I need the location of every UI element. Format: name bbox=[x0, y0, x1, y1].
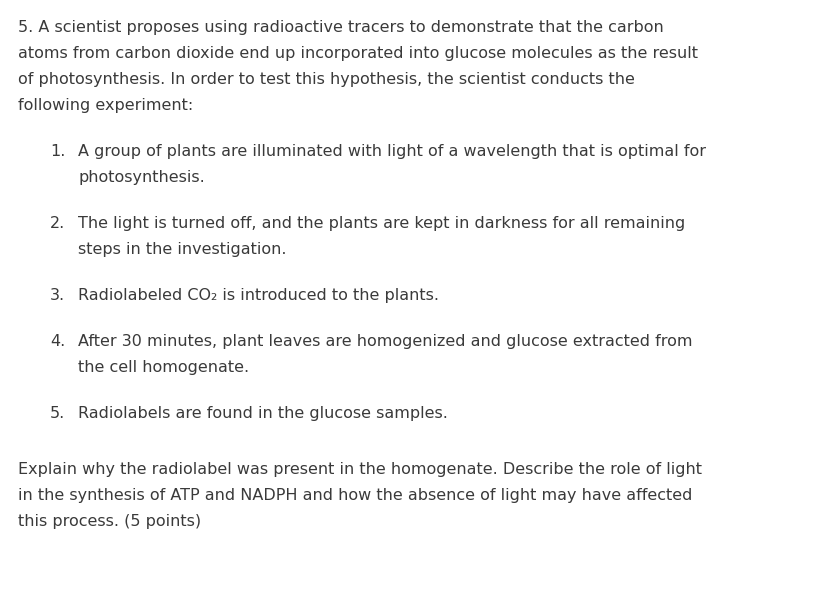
Text: A group of plants are illuminated with light of a wavelength that is optimal for: A group of plants are illuminated with l… bbox=[78, 144, 705, 159]
Text: Explain why the radiolabel was present in the homogenate. Describe the role of l: Explain why the radiolabel was present i… bbox=[18, 462, 701, 477]
Text: Radiolabeled CO₂ is introduced to the plants.: Radiolabeled CO₂ is introduced to the pl… bbox=[78, 288, 439, 303]
Text: of photosynthesis. In order to test this hypothesis, the scientist conducts the: of photosynthesis. In order to test this… bbox=[18, 72, 634, 87]
Text: 5. A scientist proposes using radioactive tracers to demonstrate that the carbon: 5. A scientist proposes using radioactiv… bbox=[18, 20, 663, 35]
Text: 4.: 4. bbox=[50, 334, 65, 349]
Text: following experiment:: following experiment: bbox=[18, 98, 193, 113]
Text: 1.: 1. bbox=[50, 144, 65, 159]
Text: After 30 minutes, plant leaves are homogenized and glucose extracted from: After 30 minutes, plant leaves are homog… bbox=[78, 334, 691, 349]
Text: steps in the investigation.: steps in the investigation. bbox=[78, 242, 286, 257]
Text: 5.: 5. bbox=[50, 406, 65, 421]
Text: The light is turned off, and the plants are kept in darkness for all remaining: The light is turned off, and the plants … bbox=[78, 216, 685, 231]
Text: atoms from carbon dioxide end up incorporated into glucose molecules as the resu: atoms from carbon dioxide end up incorpo… bbox=[18, 46, 697, 61]
Text: this process. (5 points): this process. (5 points) bbox=[18, 514, 201, 529]
Text: 2.: 2. bbox=[50, 216, 65, 231]
Text: in the synthesis of ATP and NADPH and how the absence of light may have affected: in the synthesis of ATP and NADPH and ho… bbox=[18, 488, 691, 503]
Text: 3.: 3. bbox=[50, 288, 65, 303]
Text: the cell homogenate.: the cell homogenate. bbox=[78, 360, 249, 375]
Text: Radiolabels are found in the glucose samples.: Radiolabels are found in the glucose sam… bbox=[78, 406, 447, 421]
Text: photosynthesis.: photosynthesis. bbox=[78, 170, 205, 185]
